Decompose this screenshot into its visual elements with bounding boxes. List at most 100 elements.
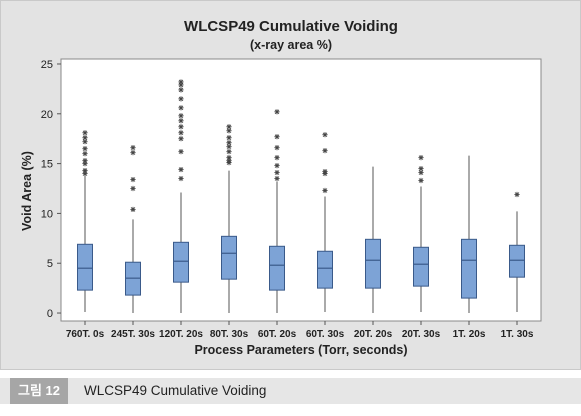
x-tick-label: 1T. 30s bbox=[501, 329, 534, 340]
outlier-point bbox=[226, 135, 232, 141]
iqr-box bbox=[269, 245, 285, 291]
y-axis: 0 5 10 15 20 25 bbox=[41, 59, 61, 320]
outlier-point bbox=[178, 118, 184, 124]
x-tick-label: 20T. 30s bbox=[402, 329, 441, 340]
outlier-stroke bbox=[178, 167, 184, 172]
box-4 bbox=[221, 124, 237, 314]
x-axis-label: Process Parameters (Torr, seconds) bbox=[194, 343, 407, 357]
outlier-point bbox=[274, 109, 280, 115]
outlier-point bbox=[178, 166, 184, 173]
outlier-point bbox=[226, 149, 232, 155]
y-tick-label: 0 bbox=[47, 308, 53, 320]
outlier-stroke bbox=[322, 148, 328, 153]
outlier-point bbox=[178, 113, 184, 119]
outlier-stroke bbox=[178, 124, 184, 130]
outlier-point bbox=[418, 169, 424, 176]
outlier-point bbox=[178, 96, 184, 102]
outlier-point bbox=[82, 167, 88, 174]
figure-number-badge: 그림 12 bbox=[10, 378, 68, 404]
outlier-stroke bbox=[178, 130, 184, 135]
outlier-point bbox=[82, 146, 88, 152]
box-1 bbox=[77, 130, 93, 313]
outlier-point bbox=[178, 136, 184, 142]
x-tick-label: 245T. 30s bbox=[111, 329, 155, 340]
outlier-point bbox=[322, 132, 328, 138]
outlier-stroke bbox=[130, 207, 136, 212]
outlier-point bbox=[226, 124, 232, 130]
outlier-stroke bbox=[130, 177, 136, 182]
outlier-point bbox=[418, 165, 424, 172]
outlier-stroke bbox=[178, 136, 184, 141]
iqr-box bbox=[173, 241, 189, 283]
outlier-stroke bbox=[178, 96, 184, 102]
iqr-box bbox=[317, 250, 333, 289]
x-tick-label: 120T. 20s bbox=[159, 329, 203, 340]
iqr-box bbox=[413, 246, 429, 287]
box-10 bbox=[509, 191, 525, 313]
y-tick-label: 20 bbox=[41, 109, 53, 121]
x-tick-label: 80T. 30s bbox=[210, 329, 249, 340]
outlier-stroke bbox=[274, 170, 280, 175]
outlier-point bbox=[178, 79, 184, 85]
iqr-box bbox=[461, 238, 477, 299]
outlier-point bbox=[82, 158, 88, 164]
x-tick-label: 60T. 30s bbox=[306, 329, 345, 340]
x-tick-label: 1T. 20s bbox=[453, 329, 486, 340]
figure-caption-text: WLCSP49 Cumulative Voiding bbox=[84, 383, 267, 398]
outlier-point bbox=[130, 145, 136, 151]
box-plot-chart: WLCSP49 Cumulative Voiding (x-ray area %… bbox=[20, 18, 542, 357]
outlier-stroke bbox=[130, 186, 136, 191]
y-tick-label: 5 bbox=[47, 258, 53, 270]
outlier-stroke bbox=[226, 124, 232, 130]
y-axis-label: Void Area (%) bbox=[20, 151, 34, 231]
outlier-stroke bbox=[178, 149, 184, 154]
outlier-point bbox=[274, 169, 280, 176]
iqr-box bbox=[221, 235, 237, 280]
outlier-stroke bbox=[178, 105, 184, 111]
outlier-stroke bbox=[418, 178, 424, 183]
y-tick-label: 10 bbox=[41, 208, 53, 220]
outlier-stroke bbox=[82, 158, 88, 163]
box-9 bbox=[461, 155, 477, 314]
outlier-point bbox=[226, 128, 232, 134]
box-series bbox=[77, 79, 525, 314]
outlier-point bbox=[226, 140, 232, 146]
box-2 bbox=[125, 145, 141, 314]
outlier-stroke bbox=[226, 128, 232, 133]
box-3 bbox=[173, 79, 189, 314]
box-5 bbox=[269, 109, 285, 314]
iqr-box bbox=[365, 238, 381, 289]
x-axis: 760T. 0s 245T. 30s 120T. 20s 80T. 30s 60T. 2… bbox=[66, 321, 534, 340]
outlier-point bbox=[82, 130, 88, 136]
outlier-stroke bbox=[178, 113, 184, 119]
chart-title: WLCSP49 Cumulative Voiding bbox=[184, 18, 398, 35]
outlier-point bbox=[418, 155, 424, 161]
outlier-stroke bbox=[274, 109, 280, 115]
outlier-point bbox=[226, 144, 232, 150]
x-tick-label: 60T. 20s bbox=[258, 329, 297, 340]
outlier-point bbox=[130, 185, 136, 192]
outlier-point bbox=[178, 175, 184, 182]
outlier-point bbox=[178, 87, 184, 93]
outlier-point bbox=[82, 135, 88, 141]
figure-caption: 그림 12 WLCSP49 Cumulative Voiding bbox=[0, 378, 581, 404]
outlier-stroke bbox=[226, 140, 232, 145]
outlier-point bbox=[274, 134, 280, 140]
outlier-stroke bbox=[226, 149, 232, 154]
outlier-stroke bbox=[130, 145, 136, 150]
outlier-point bbox=[82, 139, 88, 145]
outlier-stroke bbox=[274, 145, 280, 150]
outlier-stroke bbox=[226, 135, 232, 140]
outlier-stroke bbox=[322, 132, 328, 137]
y-tick-label: 25 bbox=[41, 59, 53, 71]
outlier-point bbox=[514, 191, 520, 198]
box-7 bbox=[365, 166, 381, 314]
outlier-point bbox=[274, 175, 280, 182]
outlier-stroke bbox=[82, 151, 88, 156]
outlier-stroke bbox=[322, 169, 328, 174]
outlier-stroke bbox=[82, 135, 88, 140]
box-6 bbox=[317, 132, 333, 313]
chart-frame: WLCSP49 Cumulative Voiding (x-ray area %… bbox=[0, 0, 581, 370]
outlier-stroke bbox=[178, 176, 184, 181]
outlier-stroke bbox=[82, 168, 88, 173]
